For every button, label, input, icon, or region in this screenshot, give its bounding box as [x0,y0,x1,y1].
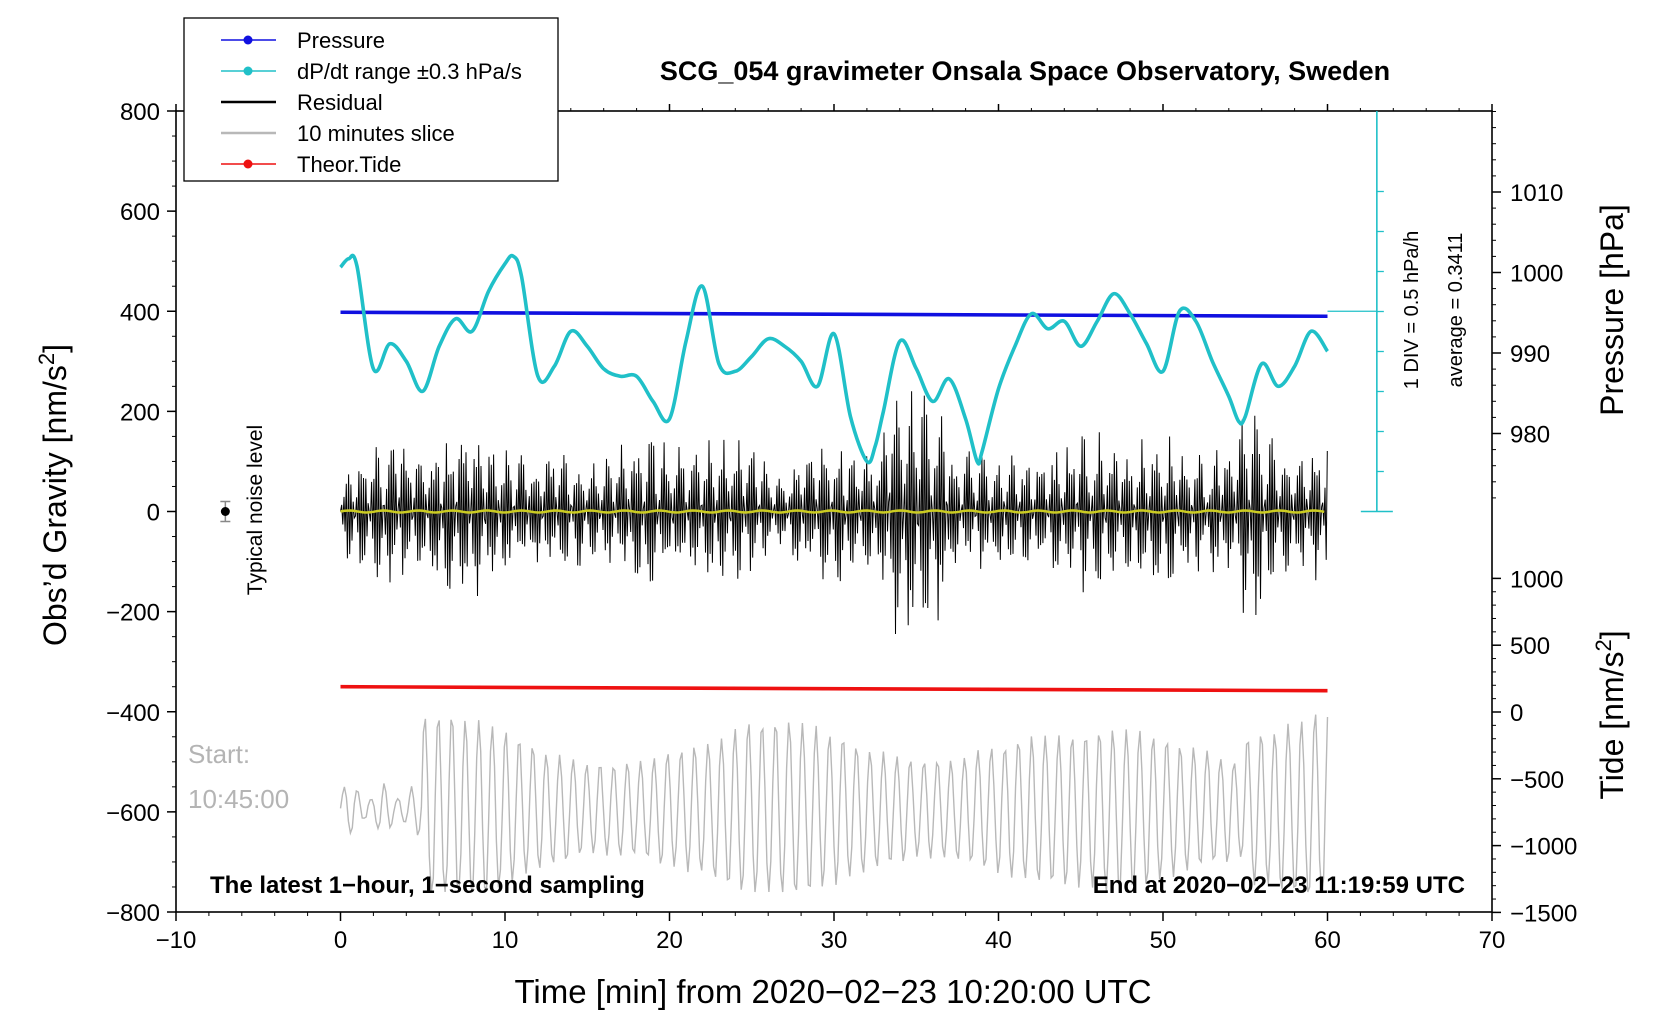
pressure-axis-label: Pressure [hPa] [1594,204,1630,416]
y-tick-label: −200 [106,600,160,627]
legend-label: 10 minutes slice [297,121,455,146]
y-tick-label: 400 [120,299,160,326]
residual-series-line [340,391,1328,635]
x-tick-label: 60 [1314,927,1341,954]
legend-marker [243,66,253,76]
x-tick-label: 70 [1479,927,1506,954]
chart-title: SCG_054 gravimeter Onsala Space Observat… [660,56,1390,86]
pressure-series-line [340,310,1328,319]
tide-series-line [340,684,1328,693]
legend: Pressure dP/dt range ±0.3 hPa/s Residual 10… [183,17,559,182]
x-tick-label: 20 [656,927,683,954]
x-axis-label: Time [min] from 2020−02−23 10:20:00 UTC [514,973,1151,1010]
pressure-tick-label: 980 [1510,422,1550,449]
pressure-tick-label: 1000 [1510,261,1563,288]
tide-tick-label: −1500 [1510,900,1577,927]
x-tick-label: 10 [492,927,519,954]
noise-point [220,507,230,516]
legend-marker [243,159,253,169]
y-tick-label: 600 [120,199,160,226]
legend-marker [243,35,253,45]
y-tick-label: −600 [106,800,160,827]
tide-tick-label: −1000 [1510,834,1577,861]
series-layer [339,253,1329,893]
y-tick-label: 800 [120,99,160,126]
pressure-tick-label: 990 [1510,341,1550,368]
x-tick-label: 50 [1150,927,1177,954]
end-time-note: End at 2020−02−23 11:19:59 UTC [1093,872,1465,899]
scale-average-label: average = 0.3411 [1445,233,1467,388]
tide-tick-label: 0 [1510,700,1523,727]
x-tick-label: 30 [821,927,848,954]
x-tick-label: 0 [334,927,347,954]
legend-box [183,17,559,182]
tide-axis-label: Tide [nm/s2] [1591,630,1630,799]
residual-mean-line [340,509,1325,514]
legend-label: dP/dt range ±0.3 hPa/s [297,59,522,84]
tide-tick-label: 1000 [1510,566,1563,593]
legend-label: Pressure [297,28,385,53]
pressure-tick-label: 1010 [1510,180,1563,207]
slice-series-line [339,714,1329,893]
start-label: Start: [188,739,250,769]
legend-label: Theor.Tide [297,152,401,177]
y-tick-label: 0 [147,500,160,527]
y-tick-label: −400 [106,700,160,727]
scale-div-label: 1 DIV = 0.5 hPa/h [1401,231,1423,389]
tide-tick-label: 500 [1510,633,1550,660]
noise-level-label: Typical noise level [244,425,267,595]
x-tick-label: 40 [985,927,1012,954]
axes-layer: −10 0 10 20 30 40 50 60 70 800 600 400 200 0 −200 −400 −… [106,99,1577,954]
y-tick-label: −800 [106,900,160,927]
start-time: 10:45:00 [188,784,289,814]
x-tick-label: −10 [156,927,197,954]
y-axis-label: Obs’d Gravity [nm/s2] [34,344,73,646]
dpdt-series-line [339,253,1329,466]
sampling-note: The latest 1−hour, 1−second sampling [210,872,645,899]
tide-tick-label: −500 [1510,767,1564,794]
y-tick-label: 200 [120,399,160,426]
legend-label: Residual [297,90,383,115]
